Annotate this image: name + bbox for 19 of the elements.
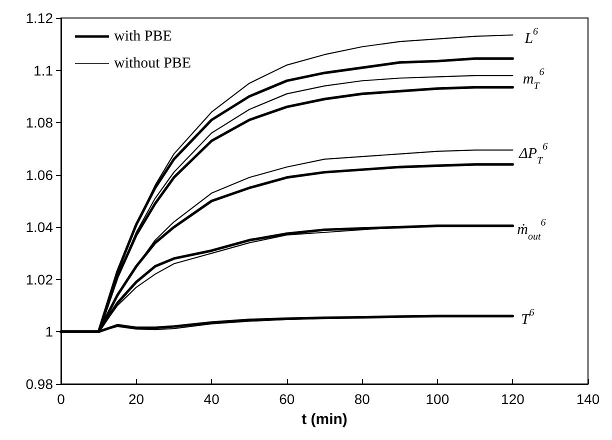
y-tick-label: 1.06 [26,166,54,183]
x-tick-label: 60 [279,391,295,407]
x-axis-title: t (min) [302,411,348,428]
x-tick-label: 80 [354,391,370,407]
y-tick-label: 1.08 [26,114,54,131]
legend-label: without PBE [114,56,192,72]
x-tick-label: 140 [576,391,600,407]
y-tick-label: 1.1 [34,62,54,78]
x-tick-label: 100 [426,391,450,407]
x-tick-label: 40 [204,391,220,407]
y-tick-label: 0.98 [26,376,54,392]
y-tick-label: 1.02 [26,271,54,288]
y-tick-label: 1.04 [26,219,54,236]
y-tick-label: 1 [45,324,54,340]
x-tick-label: 120 [501,391,525,407]
x-tick-label: 0 [57,391,66,407]
x-tick-label: 20 [128,391,144,407]
y-tick-label: 1.12 [26,10,54,26]
legend-label: with PBE [114,28,172,44]
